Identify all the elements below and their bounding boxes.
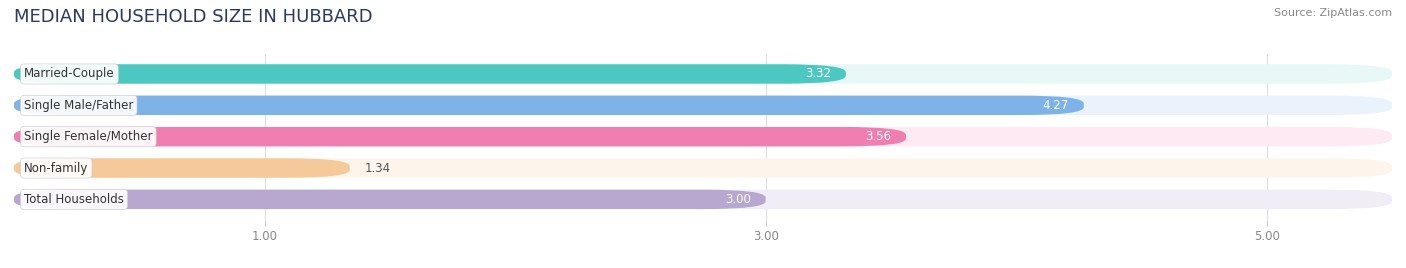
FancyBboxPatch shape xyxy=(14,64,846,84)
Text: Non-family: Non-family xyxy=(24,162,89,174)
FancyBboxPatch shape xyxy=(14,127,905,146)
Text: Total Households: Total Households xyxy=(24,193,124,206)
Text: Single Female/Mother: Single Female/Mother xyxy=(24,130,153,143)
Text: 3.32: 3.32 xyxy=(804,68,831,80)
Text: 4.27: 4.27 xyxy=(1042,99,1069,112)
FancyBboxPatch shape xyxy=(14,96,1392,115)
FancyBboxPatch shape xyxy=(14,158,350,178)
FancyBboxPatch shape xyxy=(14,190,1392,209)
Text: MEDIAN HOUSEHOLD SIZE IN HUBBARD: MEDIAN HOUSEHOLD SIZE IN HUBBARD xyxy=(14,8,373,26)
Text: 1.34: 1.34 xyxy=(364,162,391,174)
Text: 3.56: 3.56 xyxy=(865,130,891,143)
FancyBboxPatch shape xyxy=(14,127,1392,146)
FancyBboxPatch shape xyxy=(14,96,1084,115)
FancyBboxPatch shape xyxy=(14,190,766,209)
Text: Single Male/Father: Single Male/Father xyxy=(24,99,134,112)
Text: 3.00: 3.00 xyxy=(724,193,751,206)
FancyBboxPatch shape xyxy=(14,64,1392,84)
Text: Source: ZipAtlas.com: Source: ZipAtlas.com xyxy=(1274,8,1392,18)
Text: Married-Couple: Married-Couple xyxy=(24,68,115,80)
FancyBboxPatch shape xyxy=(14,158,1392,178)
